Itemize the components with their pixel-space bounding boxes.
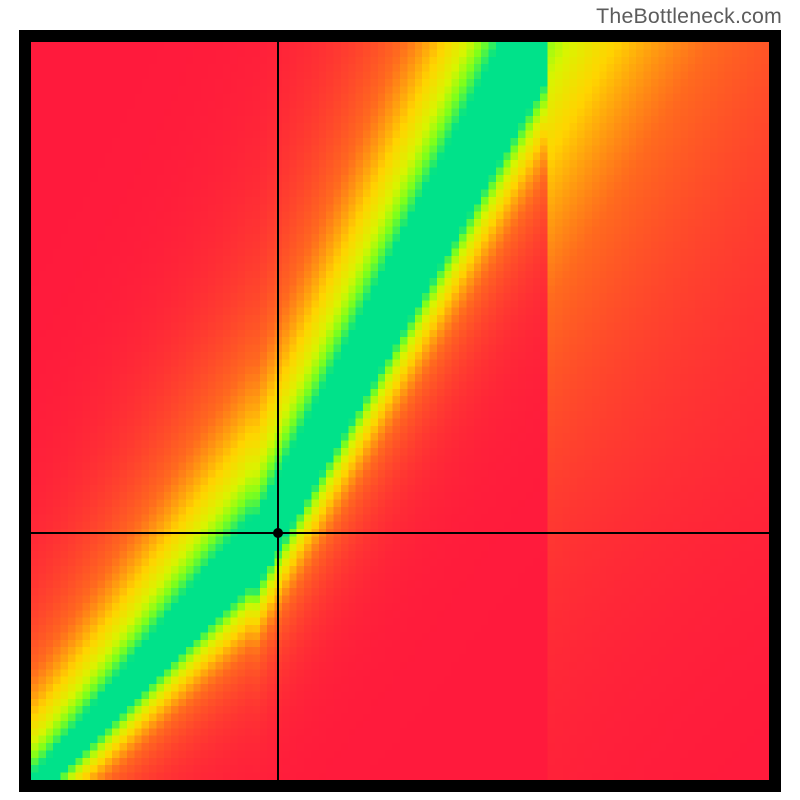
watermark-text: TheBottleneck.com	[596, 4, 782, 29]
selected-point-marker	[273, 528, 283, 538]
bottleneck-heatmap	[31, 42, 769, 780]
chart-container: TheBottleneck.com	[0, 0, 800, 800]
crosshair-vertical	[277, 42, 279, 780]
crosshair-horizontal	[31, 532, 769, 534]
